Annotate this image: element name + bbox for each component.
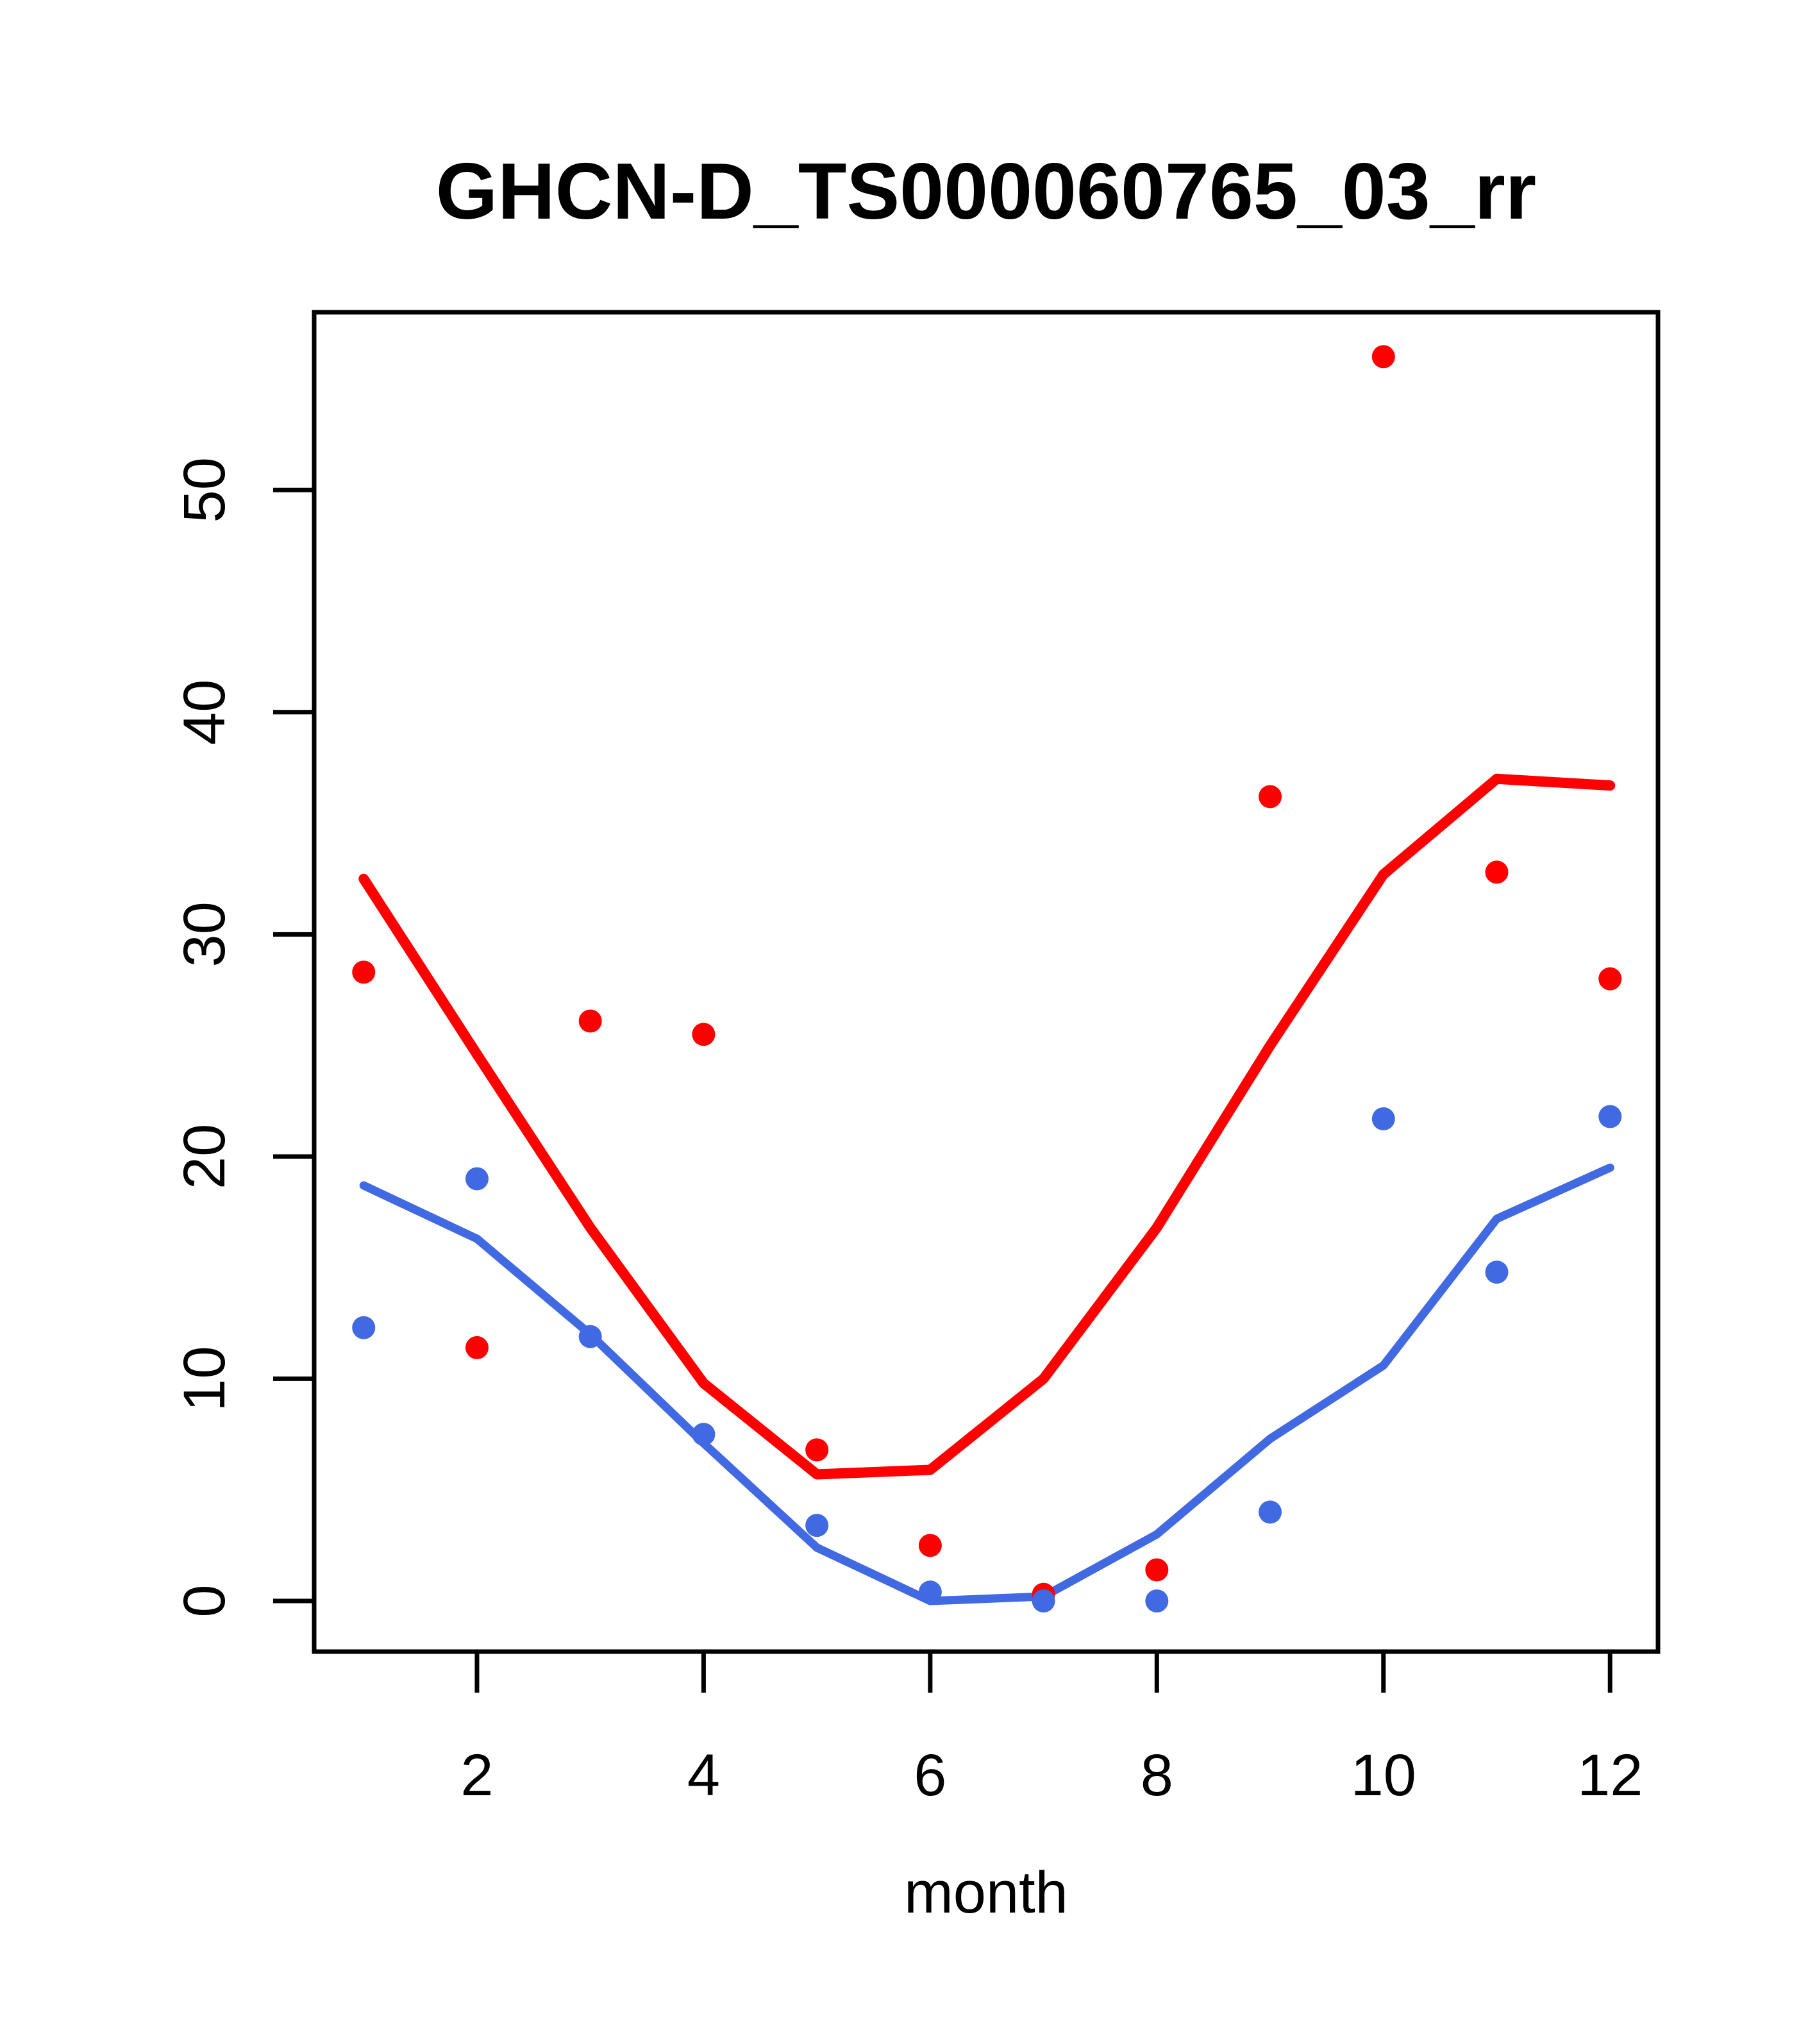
blue-point xyxy=(1371,1107,1395,1130)
red-point xyxy=(692,1023,716,1046)
chart-title: GHCN-D_TS000060765_03_rr xyxy=(435,147,1537,236)
red-point xyxy=(578,1009,602,1033)
series-red-line xyxy=(358,773,1616,1480)
red-point xyxy=(1371,345,1395,369)
blue-point xyxy=(692,1423,716,1446)
series-red-points xyxy=(352,345,1622,1606)
y-tick-label: 40 xyxy=(172,680,237,745)
blue-point xyxy=(805,1514,829,1537)
y-tick-label: 20 xyxy=(172,1124,237,1189)
red-point xyxy=(1485,860,1509,884)
red-point xyxy=(918,1534,942,1557)
blue-point xyxy=(578,1325,602,1348)
series-blue-points xyxy=(352,1105,1622,1613)
y-tick-label: 30 xyxy=(172,901,237,967)
red-point xyxy=(1598,967,1622,991)
blue-point xyxy=(1485,1261,1509,1284)
y-tick-label: 50 xyxy=(172,457,237,523)
plot-frame xyxy=(312,310,1661,1654)
blue-point xyxy=(1598,1105,1622,1128)
x-tick-label: 8 xyxy=(1141,1743,1173,1808)
y-axis: 0 10 20 30 40 50 xyxy=(172,457,314,1618)
x-tick-label: 6 xyxy=(914,1743,946,1808)
series-blue-line xyxy=(359,1163,1614,1605)
x-tick-label: 12 xyxy=(1577,1743,1643,1808)
blue-point xyxy=(1259,1500,1282,1524)
red-point xyxy=(1259,785,1282,808)
x-tick-label: 2 xyxy=(460,1743,493,1808)
blue-point xyxy=(352,1316,376,1339)
x-axis: 2 4 6 8 10 12 xyxy=(460,1652,1643,1808)
red-point xyxy=(352,960,376,984)
x-tick-label: 10 xyxy=(1351,1743,1416,1808)
y-tick-label: 10 xyxy=(172,1346,237,1411)
blue-point xyxy=(918,1580,942,1604)
red-point xyxy=(1145,1558,1169,1582)
red-point xyxy=(805,1438,829,1462)
red-point xyxy=(465,1336,489,1359)
y-tick-label: 0 xyxy=(172,1584,237,1617)
blue-point xyxy=(465,1167,489,1191)
x-axis-title: month xyxy=(904,1860,1068,1925)
blue-point xyxy=(1145,1589,1169,1613)
blue-point xyxy=(1032,1589,1055,1613)
x-tick-label: 4 xyxy=(687,1743,720,1808)
